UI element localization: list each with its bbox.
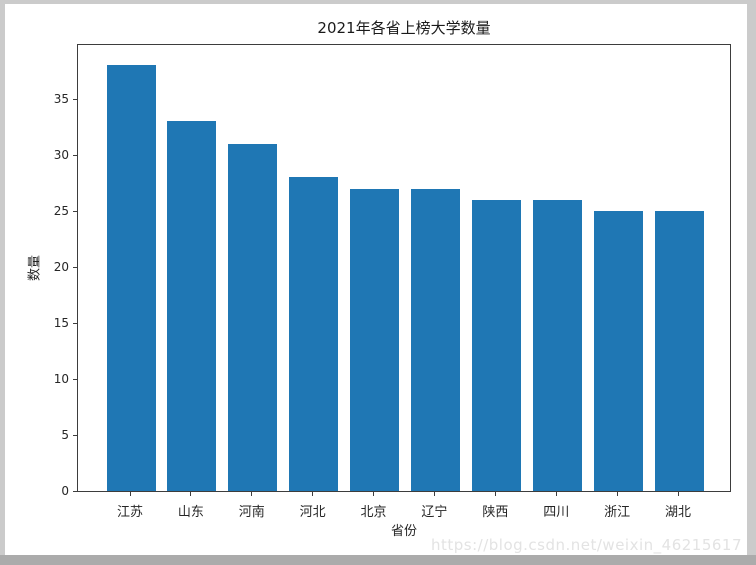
bar-浙江 [593, 211, 643, 491]
y-tick-mark [73, 211, 77, 212]
chart-title: 2021年各省上榜大学数量 [317, 19, 491, 37]
x-tick-mark [190, 492, 192, 496]
x-tick-label-河北: 河北 [299, 505, 326, 520]
x-tick-label-陕西: 陕西 [482, 505, 509, 520]
y-tick-mark [73, 491, 77, 492]
x-tick-label-山东: 山东 [177, 505, 204, 520]
y-tick-label: 10 [53, 372, 69, 386]
y-tick-mark [73, 267, 77, 268]
x-tick-mark [312, 492, 314, 496]
bar-江苏 [106, 65, 156, 491]
y-tick-label: 0 [61, 484, 69, 498]
plot-area [77, 44, 731, 492]
x-tick-mark [555, 492, 557, 496]
bar-辽宁 [410, 188, 460, 491]
y-tick-label: 20 [53, 260, 69, 274]
y-tick-label: 30 [53, 148, 69, 162]
y-tick-label: 5 [61, 428, 69, 442]
x-tick-label-河南: 河南 [238, 505, 265, 520]
x-tick-mark [129, 492, 131, 496]
x-tick-label-浙江: 浙江 [604, 505, 631, 520]
x-tick-label-江苏: 江苏 [116, 505, 143, 520]
y-tick-label: 15 [53, 316, 69, 330]
y-tick-mark [73, 323, 77, 324]
y-tick-mark [73, 155, 77, 156]
x-tick-label-四川: 四川 [543, 505, 570, 520]
bar-四川 [532, 199, 582, 491]
x-axis-label: 省份 [390, 524, 417, 539]
x-tick-mark [677, 492, 679, 496]
bar-河北 [289, 177, 339, 491]
watermark-url: https://blog.csdn.net/weixin_46215617 [430, 536, 742, 554]
bar-山东 [167, 121, 217, 491]
y-tick-mark [73, 435, 77, 436]
bar-北京 [350, 188, 400, 491]
outer-border-bottom [0, 555, 756, 565]
x-tick-mark [616, 492, 618, 496]
bar-河南 [228, 143, 278, 491]
x-tick-mark [494, 492, 496, 496]
y-tick-label: 35 [53, 92, 69, 106]
x-tick-mark [373, 492, 375, 496]
x-tick-mark [433, 492, 435, 496]
x-tick-label-湖北: 湖北 [664, 505, 691, 520]
x-tick-label-北京: 北京 [360, 505, 387, 520]
bar-湖北 [654, 211, 704, 491]
bar-陕西 [471, 199, 521, 491]
y-tick-mark [73, 379, 77, 380]
y-tick-label: 25 [53, 204, 69, 218]
x-tick-mark [251, 492, 253, 496]
x-tick-label-辽宁: 辽宁 [421, 505, 448, 520]
y-tick-mark [73, 99, 77, 100]
figure: 2021年各省上榜大学数量 数量 省份 https://blog.csdn.ne… [5, 4, 747, 555]
